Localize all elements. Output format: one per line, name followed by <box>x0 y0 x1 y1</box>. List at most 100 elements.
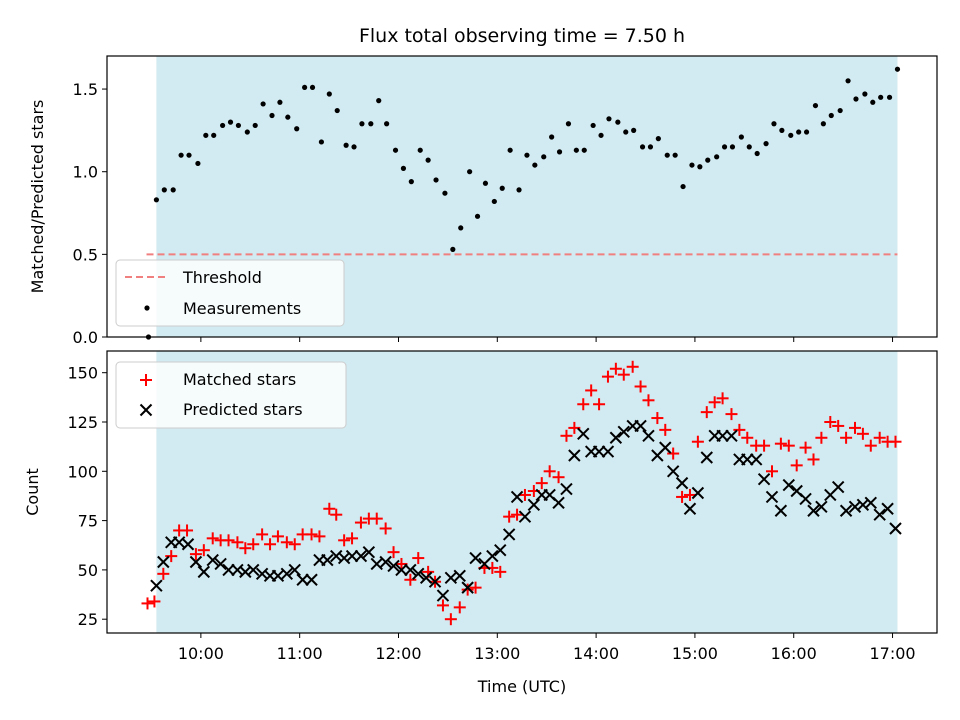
matched-star-point <box>323 502 336 515</box>
matched-star-point <box>824 415 837 428</box>
measurement-point <box>491 198 497 205</box>
measurement-point <box>252 122 258 129</box>
top-y-ticks: 0.0 0.5 1.0 1.5 <box>73 80 107 347</box>
legend-measurements-label: Measurements <box>183 299 301 318</box>
matched-star-point <box>370 512 383 525</box>
top-legend-box <box>115 259 345 327</box>
measurement-point <box>195 160 201 167</box>
matched-star-point <box>659 423 672 436</box>
matched-star-point <box>239 542 252 555</box>
y-tick-label: 1.0 <box>73 163 98 182</box>
matched-star-point <box>790 459 803 472</box>
predicted-star-point <box>864 496 878 510</box>
predicted-star-point <box>345 549 359 563</box>
predicted-star-point <box>395 563 408 577</box>
predicted-star-point <box>741 453 754 466</box>
measurement-point <box>556 149 563 155</box>
bottom-axes-frame <box>106 350 938 634</box>
matched-star-point <box>305 528 318 541</box>
matched-star-point <box>165 550 178 563</box>
measurement-point <box>705 157 711 163</box>
measurement-point <box>343 142 349 148</box>
measurement-point <box>499 185 505 191</box>
matched-star-point <box>758 439 771 452</box>
measurement-point <box>467 169 473 175</box>
predicted-star-point <box>659 441 672 454</box>
measurement-point <box>302 84 308 91</box>
measurement-point <box>334 107 340 114</box>
measurement-point <box>351 144 357 150</box>
predicted-star-point <box>296 573 309 586</box>
matched-star-point <box>157 567 170 580</box>
measurement-point <box>433 177 439 183</box>
predicted-star-point <box>157 555 170 569</box>
measurement-point <box>647 144 654 150</box>
predicted-star-point <box>577 427 590 441</box>
matched-star-point <box>189 548 202 561</box>
x-tick-label: 13:00 <box>474 644 520 663</box>
matched-star-point <box>387 546 400 559</box>
measurement-point <box>680 183 686 190</box>
matched-star-point <box>626 360 639 373</box>
predicted-star-point <box>831 480 845 494</box>
measurement-point <box>326 91 332 97</box>
predicted-star-point <box>807 504 820 517</box>
matched-star-point <box>197 544 210 557</box>
predicted-star-point <box>839 504 853 517</box>
measurement-point <box>269 112 275 119</box>
predicted-star-point <box>469 551 482 565</box>
measurement-point <box>482 180 489 186</box>
measurement-point <box>153 197 160 203</box>
x-tick-label: 10:00 <box>178 644 224 663</box>
predicted-star-point <box>419 571 433 584</box>
measurement-point <box>170 187 176 193</box>
bottom-y-ticks: 25 50 75 100 125 150 <box>67 364 107 629</box>
measurement-point <box>186 152 192 158</box>
y-tick-label: 25 <box>78 610 98 629</box>
predicted-star-point <box>774 504 788 517</box>
y-tick-label: 100 <box>67 462 98 481</box>
matched-star-point <box>354 516 367 529</box>
matched-star-point <box>741 431 754 444</box>
predicted-star-point <box>412 567 425 581</box>
measurement-point <box>631 127 637 133</box>
measurement-point <box>689 162 695 168</box>
matched-star-point <box>148 595 161 608</box>
predicted-star-point <box>749 453 763 466</box>
chart-title: Flux total observing time = 7.50 h <box>359 25 685 47</box>
measurement-point <box>384 121 390 127</box>
measurement-point <box>581 147 587 153</box>
matched-star-point <box>469 581 482 594</box>
measurement-point <box>541 154 547 160</box>
measurement-point <box>524 152 530 158</box>
matched-star-point <box>716 392 729 405</box>
predicted-star-point <box>404 563 417 577</box>
measurement-point <box>820 121 826 127</box>
matched-star-point <box>494 565 507 578</box>
measurement-point <box>639 144 646 150</box>
measurement-point <box>606 116 612 122</box>
measurement-point <box>442 190 448 196</box>
measurement-point <box>779 127 785 133</box>
predicted-star-point <box>552 496 565 510</box>
measurement-point <box>721 144 728 150</box>
measurement-point <box>886 94 893 100</box>
matched-star-point <box>601 370 614 383</box>
predicted-star-point <box>305 573 318 586</box>
matched-star-point <box>889 435 902 448</box>
y-tick-label: 0.0 <box>73 328 98 347</box>
matched-star-point <box>642 394 655 407</box>
measurement-point <box>227 119 234 125</box>
measurement-point <box>664 152 670 158</box>
predicted-star-point <box>889 522 902 535</box>
y-tick-label: 75 <box>78 512 98 531</box>
measurement-point <box>738 134 744 140</box>
legend-predicted-swatch <box>139 403 153 417</box>
predicted-stars-series <box>150 419 902 602</box>
measurement-point <box>220 122 226 129</box>
measurement-point <box>400 165 407 171</box>
x-axis-label: Time (UTC) <box>477 677 566 696</box>
predicted-star-point <box>815 500 828 513</box>
matched-star-point <box>593 398 606 411</box>
x-tick-label: 14:00 <box>573 644 619 663</box>
